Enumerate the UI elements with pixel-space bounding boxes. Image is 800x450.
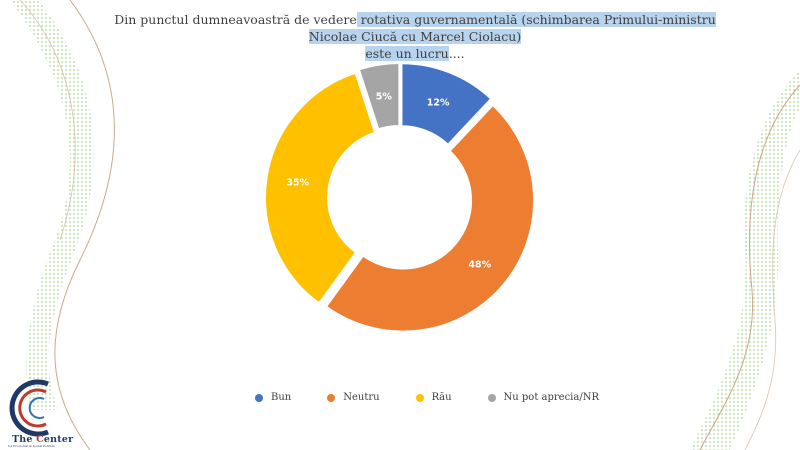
data-label: 5%	[376, 91, 393, 102]
logo-tagline: for Economic & Social Policies	[8, 445, 55, 448]
the-center-logo-icon	[9, 379, 49, 437]
donut-slice-r-u	[264, 71, 377, 305]
chart-legend: Bun Neutru Rău Nu pot aprecia/NR	[255, 392, 599, 403]
logo-name: The Center	[12, 434, 73, 445]
data-label: 12%	[427, 97, 450, 108]
right-curve-2	[744, 149, 800, 450]
right-dotted-band	[690, 70, 800, 450]
legend-label: Nu pot aprecia/NR	[503, 392, 599, 403]
chart-title: Din punctul dumneavoastră de vedere rota…	[95, 11, 735, 62]
data-label: 35%	[286, 177, 309, 188]
data-label: 48%	[468, 259, 491, 270]
legend-swatch	[487, 393, 496, 402]
title-line2-plain: ....	[448, 46, 465, 61]
legend-swatch	[327, 393, 336, 402]
donut-slice-bun	[400, 62, 493, 147]
title-line1-plain: Din punctul dumneavoastră de vedere	[114, 12, 357, 27]
legend-item: Rău	[415, 392, 452, 403]
logo-name-part3: enter	[43, 434, 74, 445]
left-curve-2	[19, 0, 76, 241]
left-curve-1	[54, 0, 115, 450]
legend-item: Neutru	[327, 392, 380, 403]
legend-swatch	[255, 393, 263, 402]
donut-slice-neutru	[324, 103, 536, 333]
legend-label: Rău	[431, 392, 452, 403]
legend-swatch	[415, 393, 424, 402]
donut-slice-nu-pot-aprecia-nr	[357, 62, 401, 131]
legend-label: Bun	[271, 392, 292, 403]
logo-name-part2: C	[36, 434, 44, 445]
legend-item: Bun	[255, 392, 291, 403]
left-dotted-band	[10, 0, 94, 410]
legend-item: Nu pot aprecia/NR	[487, 392, 599, 403]
title-line2-highlight: este un lucru	[365, 46, 449, 61]
legend-label: Neutru	[343, 392, 380, 403]
logo-name-part1: The	[12, 434, 37, 445]
right-curve-1	[699, 84, 800, 450]
